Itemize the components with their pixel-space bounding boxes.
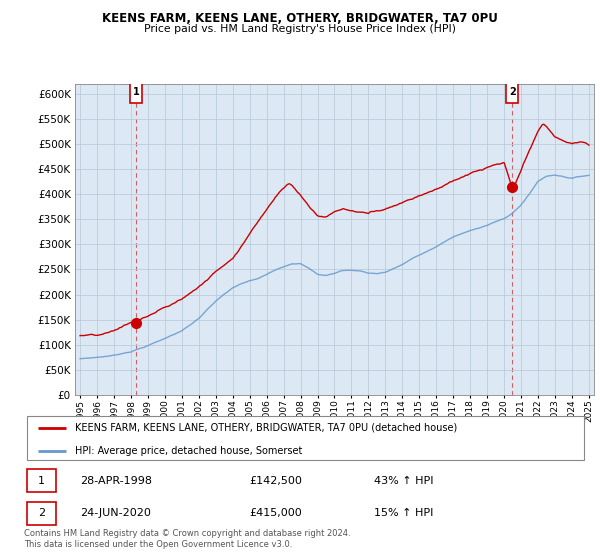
Text: KEENS FARM, KEENS LANE, OTHERY, BRIDGWATER, TA7 0PU: KEENS FARM, KEENS LANE, OTHERY, BRIDGWAT… — [102, 12, 498, 25]
Text: 28-APR-1998: 28-APR-1998 — [80, 475, 152, 486]
Text: 2: 2 — [38, 508, 45, 519]
Text: Contains HM Land Registry data © Crown copyright and database right 2024.
This d: Contains HM Land Registry data © Crown c… — [24, 529, 350, 549]
Text: 1: 1 — [133, 87, 140, 97]
FancyBboxPatch shape — [27, 469, 56, 492]
FancyBboxPatch shape — [130, 81, 142, 103]
FancyBboxPatch shape — [506, 81, 518, 103]
Text: £415,000: £415,000 — [250, 508, 302, 519]
Text: KEENS FARM, KEENS LANE, OTHERY, BRIDGWATER, TA7 0PU (detached house): KEENS FARM, KEENS LANE, OTHERY, BRIDGWAT… — [75, 423, 457, 433]
Text: 15% ↑ HPI: 15% ↑ HPI — [374, 508, 433, 519]
FancyBboxPatch shape — [27, 416, 584, 460]
Text: Price paid vs. HM Land Registry's House Price Index (HPI): Price paid vs. HM Land Registry's House … — [144, 24, 456, 34]
FancyBboxPatch shape — [27, 502, 56, 525]
Text: 24-JUN-2020: 24-JUN-2020 — [80, 508, 151, 519]
Text: HPI: Average price, detached house, Somerset: HPI: Average price, detached house, Some… — [75, 446, 302, 456]
Text: 43% ↑ HPI: 43% ↑ HPI — [374, 475, 433, 486]
Text: 2: 2 — [509, 87, 515, 97]
Text: £142,500: £142,500 — [250, 475, 302, 486]
Text: 1: 1 — [38, 475, 45, 486]
